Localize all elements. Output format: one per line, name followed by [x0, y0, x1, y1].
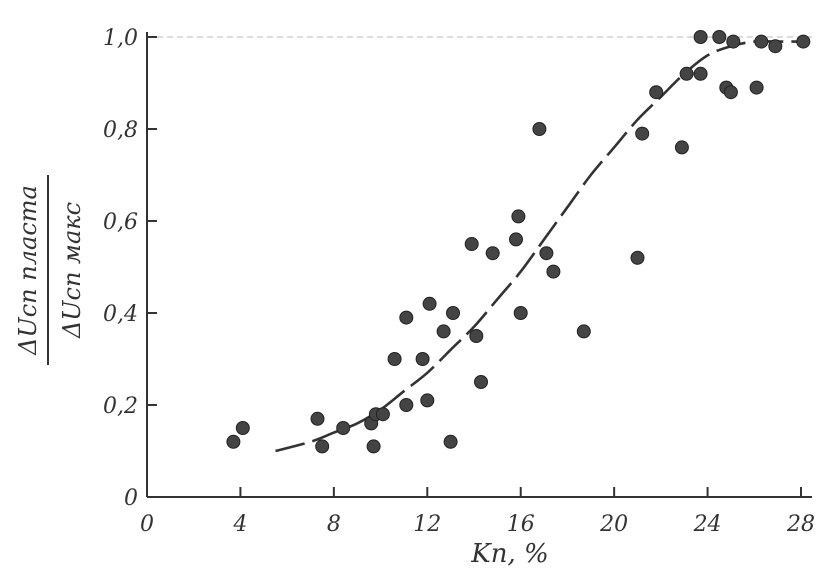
data-point	[511, 209, 526, 224]
x-tick-label: 8	[327, 512, 341, 537]
data-point	[235, 421, 250, 435]
data-point	[576, 324, 591, 339]
data-point	[513, 306, 528, 320]
data-point	[726, 34, 741, 49]
data-point	[754, 34, 769, 49]
x-tick-label: 16	[507, 512, 535, 537]
y-ticks: 0 0,2 0,4 0,6 0,8 1,0	[103, 26, 157, 511]
data-point	[635, 126, 650, 141]
data-point	[415, 352, 430, 366]
data-point	[630, 250, 645, 265]
x-ticks: 0 4 8 12 16 20 24 28	[140, 487, 815, 537]
data-point	[509, 232, 523, 247]
data-point	[387, 352, 402, 366]
data-point	[375, 407, 390, 422]
data-point	[712, 30, 727, 44]
data-point	[310, 411, 325, 426]
x-tick-label: 4	[232, 512, 247, 537]
data-point	[796, 34, 811, 49]
data-point	[469, 329, 484, 343]
y-axis-denominator: ΔUсп макс	[58, 202, 86, 339]
x-tick-label: 20	[599, 512, 628, 537]
y-tick-label: 0,4	[103, 302, 138, 327]
data-point	[226, 434, 241, 449]
data-point	[443, 434, 458, 449]
data-point	[485, 246, 500, 261]
data-point	[679, 66, 694, 81]
y-axis-label: ΔUсп пласта ΔUсп макс	[14, 175, 86, 365]
data-point	[649, 85, 664, 100]
x-tick-label: 28	[786, 512, 815, 537]
x-axis-label: Kп, %	[470, 539, 548, 569]
data-point	[399, 398, 414, 412]
y-tick-label: 0	[124, 486, 138, 511]
data-point	[693, 66, 708, 81]
y-axis-numerator: ΔUсп пласта	[14, 185, 42, 356]
data-point	[539, 246, 554, 261]
y-tick-label: 0,8	[103, 118, 138, 143]
data-point	[532, 122, 547, 136]
data-point	[749, 80, 764, 95]
data-point	[693, 30, 708, 44]
y-tick-label: 0,6	[103, 210, 138, 235]
data-point	[366, 439, 381, 454]
data-point	[674, 140, 689, 155]
data-point	[336, 421, 351, 435]
data-point	[422, 296, 437, 311]
x-tick-label: 12	[413, 512, 441, 537]
data-point	[464, 237, 479, 251]
y-tick-label: 1,0	[103, 26, 138, 51]
data-point	[399, 310, 414, 325]
data-points	[226, 30, 811, 454]
data-point	[436, 324, 451, 339]
fitted-curve	[275, 39, 801, 453]
data-point	[420, 393, 435, 408]
data-point	[446, 306, 460, 320]
data-point	[768, 39, 783, 54]
data-point	[474, 375, 488, 389]
y-tick-label: 0,2	[103, 394, 138, 419]
data-point	[315, 439, 330, 454]
x-tick-label: 24	[693, 512, 722, 537]
x-tick-label: 0	[140, 512, 154, 537]
data-point	[546, 264, 561, 279]
data-point	[723, 85, 738, 100]
